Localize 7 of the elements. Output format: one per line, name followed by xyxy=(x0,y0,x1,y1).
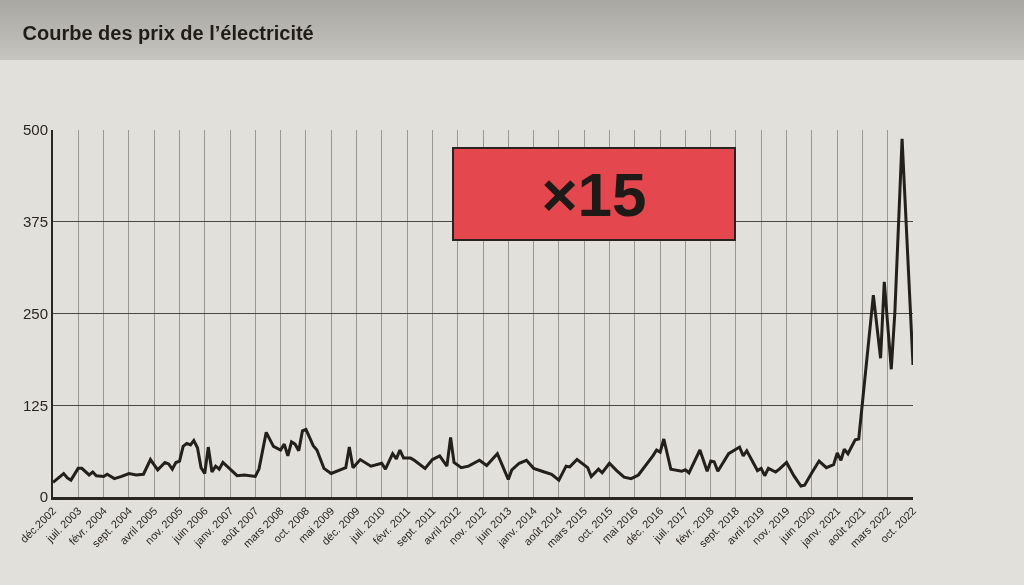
y-tick-label: 125 xyxy=(22,396,48,414)
y-tick-label: 0 xyxy=(39,488,48,506)
y-tick-label: 500 xyxy=(22,121,48,139)
annotation: ×15 xyxy=(541,159,647,229)
chart-title: Courbe des prix de l’électricité xyxy=(22,22,314,45)
y-tick-label: 250 xyxy=(22,304,48,322)
y-tick-label: 375 xyxy=(22,213,48,230)
